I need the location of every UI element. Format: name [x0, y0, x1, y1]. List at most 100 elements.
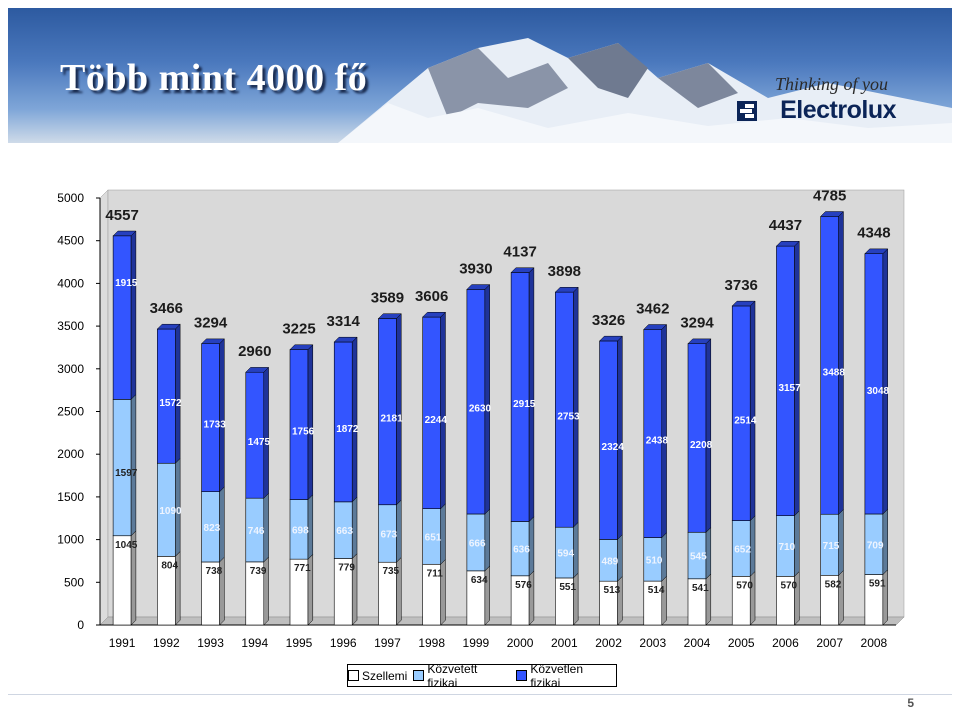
bar-közvetlen-1999 — [466, 289, 486, 515]
x-tick-label: 1992 — [153, 636, 180, 650]
x-tick-label: 2006 — [772, 636, 799, 650]
bar-top-1993 — [200, 338, 225, 344]
bar-side-1996-1 — [351, 496, 358, 560]
bar-side-1999-1 — [484, 508, 490, 572]
data-label-kozvetlen: 2438 — [646, 435, 669, 446]
bar-top-1994 — [245, 367, 270, 373]
bar-közvetlen-2007 — [820, 216, 839, 515]
x-tick-label: 1993 — [197, 636, 224, 650]
bar-side-2000-2 — [528, 267, 535, 523]
data-label-kozvetett: 746 — [248, 526, 265, 537]
logo-tagline: Thinking of you — [775, 74, 888, 94]
legend-item-kozvetett: Közvetett fizikai — [413, 662, 510, 690]
bar-side-1998-1 — [440, 503, 446, 565]
data-label-kozvetlen: 2753 — [557, 412, 580, 423]
bar-side-1993-1 — [219, 486, 225, 563]
bar-side-1991-1 — [130, 393, 137, 537]
total-label: 3314 — [327, 313, 361, 330]
data-label-kozvetlen: 1733 — [204, 420, 227, 431]
bar-side-2005-1 — [749, 515, 756, 577]
bar-top-1995 — [289, 344, 314, 350]
bar-közvetlen-2004 — [687, 343, 707, 533]
bar-top-2003 — [643, 324, 668, 330]
bar-top-2000 — [510, 267, 535, 273]
total-label: 4137 — [503, 244, 536, 261]
y-tick-label: 2500 — [57, 405, 84, 419]
x-tick-label: 1991 — [109, 636, 136, 650]
bar-side-1997-2 — [396, 313, 402, 506]
bar-side-2002-2 — [617, 335, 623, 541]
total-label: 3898 — [548, 263, 581, 280]
bar-side-1996-2 — [351, 336, 358, 503]
bar-top-2006 — [775, 241, 800, 247]
data-label-kozvetett: 545 — [690, 552, 707, 563]
y-tick-label: 3500 — [57, 319, 84, 333]
total-label: 3930 — [459, 260, 492, 277]
y-tick-label: 4000 — [57, 276, 84, 290]
bar-side-2005-2 — [749, 300, 756, 522]
bar-side-2000-1 — [528, 516, 535, 577]
bar-side-1997-1 — [396, 499, 402, 563]
bar-side-1995-2 — [307, 344, 314, 501]
bar-side-2004-2 — [705, 338, 712, 533]
total-label: 3589 — [371, 289, 404, 306]
bar-közvetlen-2006 — [776, 245, 795, 516]
bar-közvetlen-2003 — [643, 329, 663, 538]
data-label-kozvetlen: 1872 — [336, 424, 359, 435]
bar-közvetlen-1993 — [201, 343, 220, 492]
data-label-kozvetett: 510 — [646, 555, 663, 566]
data-label-kozvetlen: 2514 — [734, 415, 757, 426]
y-tick-label: 5000 — [57, 191, 84, 205]
electrolux-logo: Thinking of you Electrolux — [737, 74, 896, 136]
bar-közvetlen-1992 — [157, 328, 176, 464]
x-tick-label: 1998 — [418, 636, 445, 650]
data-label-kozvetett: 709 — [867, 540, 884, 551]
legend-label-kozvetlen: Közvetlen fizikai — [530, 661, 584, 690]
logo-brand: Electrolux — [780, 96, 896, 124]
bar-side-2007-1 — [838, 508, 844, 576]
bar-side-2004-1 — [705, 526, 712, 580]
bar-side-1994-1 — [263, 492, 269, 563]
bar-közvetlen-1994 — [245, 371, 265, 499]
data-label-kozvetett: 710 — [778, 542, 795, 553]
x-tick-label: 2001 — [551, 636, 578, 650]
bar-side-1998-2 — [440, 311, 446, 510]
data-label-kozvetlen: 2208 — [690, 440, 713, 451]
x-tick-label: 2005 — [728, 636, 755, 650]
total-label: 3225 — [282, 321, 315, 338]
bar-side-2001-1 — [573, 521, 579, 579]
mountain-backdrop — [338, 38, 952, 143]
data-label-kozvetett: 489 — [602, 556, 619, 567]
y-tick-label: 2000 — [57, 447, 84, 461]
total-label: 4785 — [813, 187, 846, 204]
y-tick-label: 500 — [64, 575, 84, 589]
bar-side-2008-1 — [882, 508, 888, 576]
data-label-kozvetlen: 2244 — [425, 415, 448, 426]
bar-top-2008 — [864, 248, 889, 254]
x-tick-label: 2007 — [816, 636, 843, 650]
bar-side-2003-2 — [661, 323, 667, 539]
data-label-kozvetett: 698 — [292, 525, 309, 536]
axis-layer: 0 500 1000 1500 2000 2500 3000 3500 4000 4500 5000 — [57, 189, 905, 632]
legend-swatch-szellemi — [348, 670, 359, 681]
legend-swatch-kozvetett — [413, 670, 425, 681]
bar-top-2005 — [731, 300, 756, 307]
data-label-szellemi: 551 — [559, 582, 576, 593]
bar-side-2006-1 — [794, 510, 800, 577]
data-label-kozvetett: 1090 — [159, 506, 182, 517]
y-tick-label: 1500 — [57, 490, 84, 504]
data-label-kozvetett: 663 — [336, 526, 353, 537]
x-tick-label: 1997 — [374, 636, 401, 650]
data-label-szellemi: 514 — [648, 585, 665, 596]
total-label: 4437 — [769, 217, 802, 234]
data-label-kozvetlen: 1475 — [248, 437, 271, 448]
legend-item-szellemi: Szellemi — [348, 669, 407, 683]
data-label-szellemi: 1045 — [115, 540, 138, 551]
x-tick-label: 1996 — [330, 636, 357, 650]
y-tick-label: 0 — [77, 618, 84, 632]
x-tick-label: 2008 — [861, 636, 888, 650]
bar-side-2004-0 — [705, 573, 712, 626]
x-tick-label: 1995 — [286, 636, 313, 650]
bar-top-2007 — [820, 211, 845, 217]
bar-közvetlen-1998 — [422, 316, 441, 509]
